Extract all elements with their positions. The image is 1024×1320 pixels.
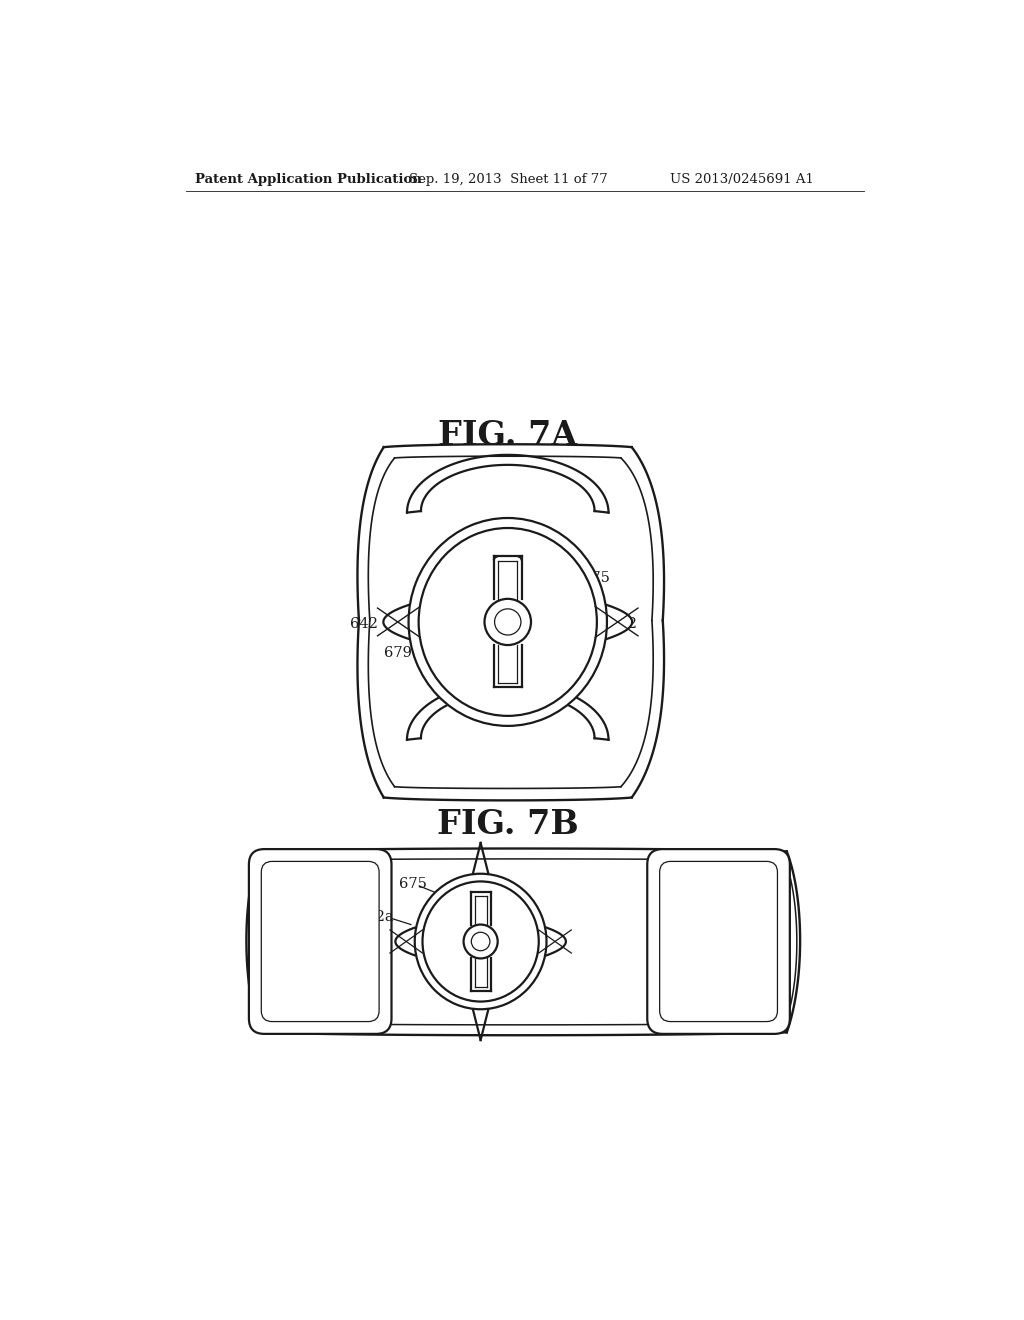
- FancyBboxPatch shape: [261, 862, 379, 1022]
- Text: 642: 642: [350, 618, 378, 631]
- FancyBboxPatch shape: [659, 862, 777, 1022]
- Polygon shape: [471, 958, 490, 991]
- Polygon shape: [383, 605, 409, 639]
- Circle shape: [464, 924, 498, 958]
- Text: 679: 679: [384, 647, 412, 660]
- Text: 610: 610: [493, 667, 520, 681]
- Polygon shape: [494, 557, 521, 599]
- Ellipse shape: [409, 517, 607, 726]
- Text: US 2013/0245691 A1: US 2013/0245691 A1: [671, 173, 814, 186]
- Text: FIG. 7A: FIG. 7A: [438, 420, 578, 453]
- Circle shape: [484, 599, 531, 645]
- Polygon shape: [607, 605, 632, 639]
- Text: 675: 675: [399, 878, 427, 891]
- Polygon shape: [471, 892, 490, 924]
- Text: 642: 642: [608, 618, 636, 631]
- Text: 675: 675: [583, 572, 610, 585]
- Ellipse shape: [415, 874, 547, 1010]
- Text: Sep. 19, 2013  Sheet 11 of 77: Sep. 19, 2013 Sheet 11 of 77: [409, 173, 607, 186]
- FancyBboxPatch shape: [249, 849, 391, 1034]
- FancyBboxPatch shape: [647, 849, 790, 1034]
- Polygon shape: [547, 928, 566, 956]
- Text: 642a: 642a: [356, 909, 393, 924]
- Polygon shape: [494, 557, 521, 599]
- Text: 679: 679: [471, 878, 500, 891]
- Polygon shape: [494, 645, 521, 688]
- Text: FIG. 7B: FIG. 7B: [437, 808, 579, 841]
- Polygon shape: [494, 645, 521, 688]
- Polygon shape: [395, 928, 415, 956]
- Text: 642b: 642b: [493, 957, 529, 972]
- Text: Patent Application Publication: Patent Application Publication: [196, 173, 422, 186]
